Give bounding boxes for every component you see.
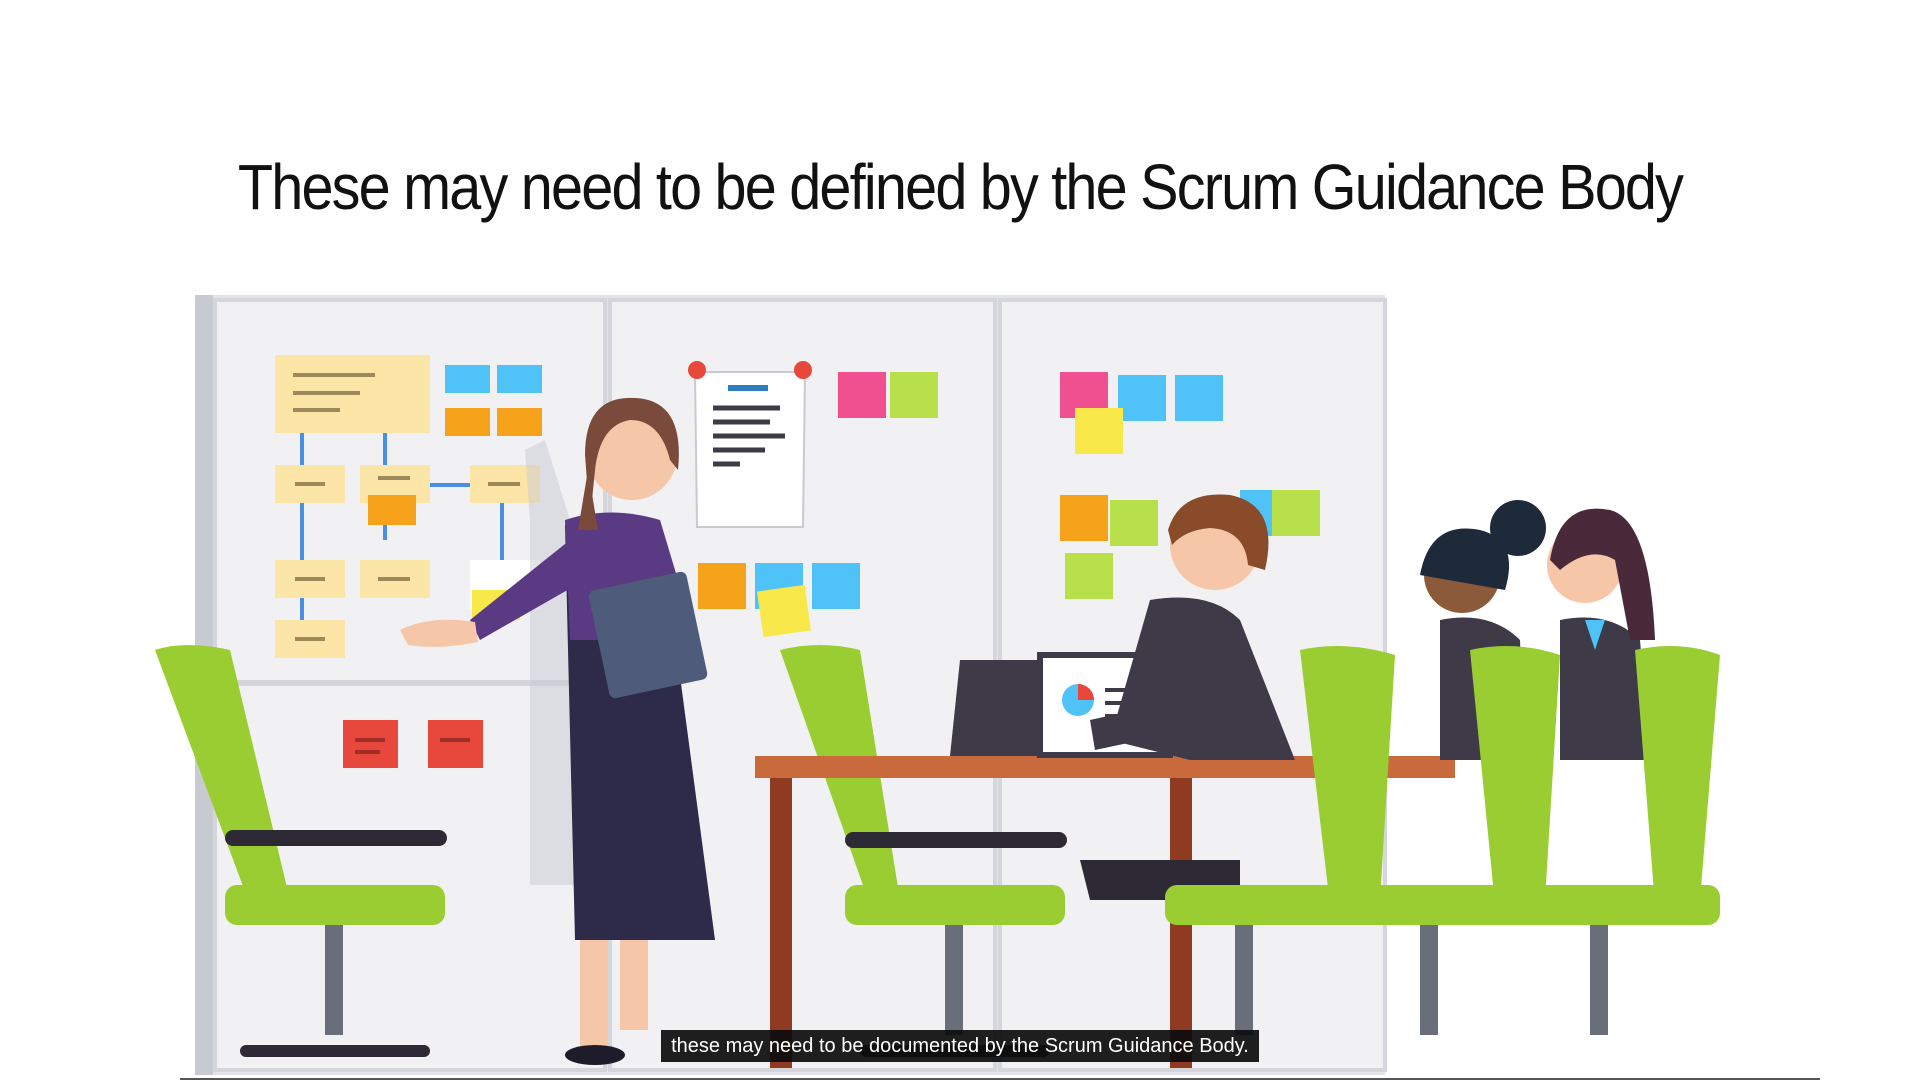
slide-title: These may need to be defined by the Scru… [237, 151, 1684, 223]
subtitle-caption: these may need to be documented by the S… [661, 1030, 1259, 1062]
attendee-women [1420, 500, 1655, 760]
presenter-woman [400, 397, 715, 1065]
floor-line [180, 1078, 1820, 1080]
chairs-front [1165, 646, 1720, 1035]
chair-left [155, 645, 447, 1057]
flowchart [275, 355, 542, 768]
middle-board-notes [688, 361, 938, 638]
